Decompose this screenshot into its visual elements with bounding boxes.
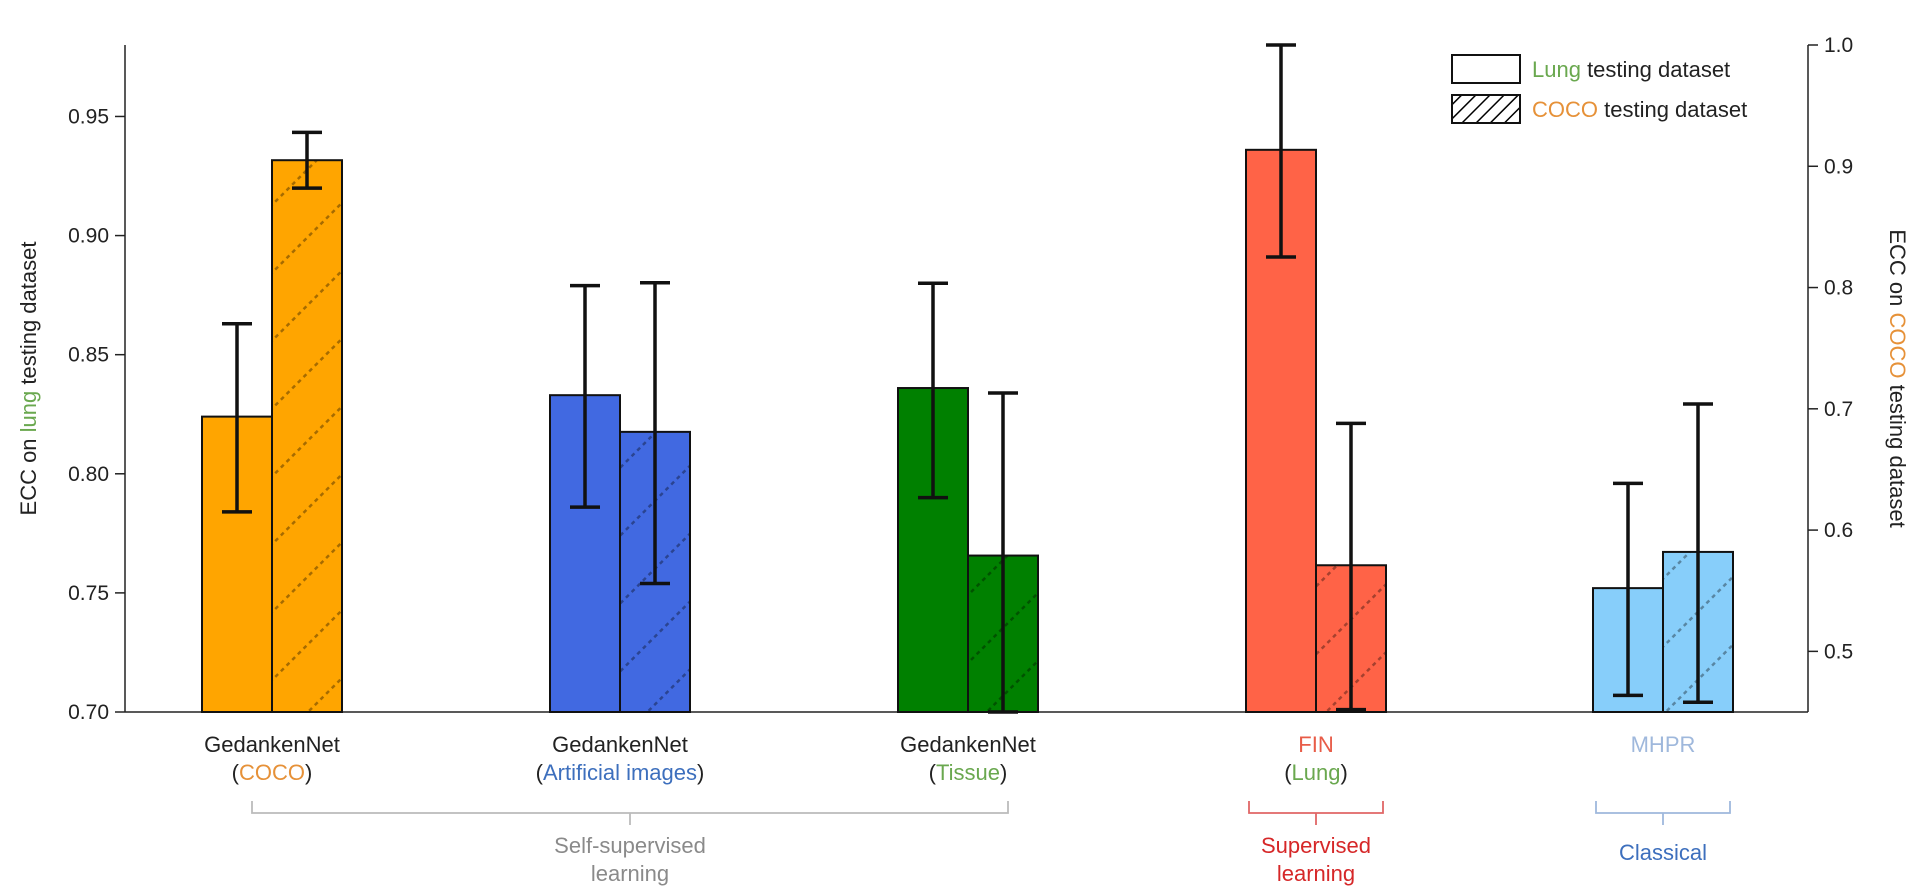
- category-label-line1: GedankenNet: [552, 732, 688, 757]
- bar-coco: [271, 159, 343, 713]
- left-tick-label: 0.75: [68, 582, 109, 605]
- category-label-line2-part: ): [305, 760, 312, 785]
- left-axis-title-part: testing dataset: [16, 242, 41, 391]
- right-axis-title: ECC on COCO testing dataset: [1885, 229, 1910, 527]
- chart-error-bars: [222, 43, 1713, 714]
- category-label-line1: MHPR: [1631, 732, 1696, 757]
- group-bracket: [1248, 801, 1384, 814]
- legend-swatch-hatched: [1451, 94, 1521, 124]
- right-tick-label: 0.9: [1824, 155, 1853, 178]
- group-bracket: [251, 801, 1009, 814]
- left-axis-title-part: ECC on: [16, 432, 41, 515]
- right-axis-title-part: ECC on: [1885, 229, 1910, 312]
- group-label: Self-supervised: [554, 833, 706, 858]
- group-label: learning: [1277, 861, 1355, 886]
- right-tick-label: 1.0: [1824, 34, 1853, 57]
- right-axis-title-part: testing dataset: [1885, 378, 1910, 527]
- group-bracket: [1595, 801, 1731, 814]
- left-tick-label: 0.90: [68, 225, 109, 248]
- left-tick-label: 0.85: [68, 344, 109, 367]
- category-label-line1-part: GedankenNet: [552, 732, 688, 757]
- left-tick-label: 0.70: [68, 701, 109, 724]
- category-label-line1-part: GedankenNet: [204, 732, 340, 757]
- legend-label-part: testing dataset: [1598, 97, 1747, 122]
- category-label-line2-part: COCO: [239, 760, 305, 785]
- group-label: Classical: [1619, 840, 1707, 865]
- right-tick-label: 0.8: [1824, 277, 1853, 300]
- category-label-line1-part: FIN: [1298, 732, 1333, 757]
- right-tick-label: 0.6: [1824, 519, 1853, 542]
- left-axis-title: ECC on lung testing dataset: [16, 242, 41, 516]
- category-label-line2-part: ): [1000, 760, 1007, 785]
- category-label-line2-part: (: [232, 760, 240, 785]
- category-label-line2-part: Tissue: [936, 760, 1000, 785]
- category-label-line2: (COCO): [232, 760, 313, 785]
- legend-label-part: Lung: [1532, 57, 1581, 82]
- category-label-line1-part: GedankenNet: [900, 732, 1036, 757]
- right-tick-label: 0.5: [1824, 640, 1853, 663]
- left-axis-title-part: lung: [16, 391, 41, 433]
- category-label-line1: GedankenNet: [900, 732, 1036, 757]
- legend-label: Lung testing dataset: [1532, 57, 1730, 82]
- category-label-line2-part: ): [697, 760, 704, 785]
- category-label-line1-part: MHPR: [1631, 732, 1696, 757]
- category-label-line2-part: (: [929, 760, 937, 785]
- group-label: learning: [591, 861, 669, 886]
- chart-bars: [201, 148, 1734, 714]
- category-label-line2-part: (: [1284, 760, 1292, 785]
- legend-swatch-plain: [1451, 54, 1521, 84]
- chart-category-labels: GedankenNet(COCO)GedankenNet(Artificial …: [204, 732, 1695, 785]
- category-label-line2-part: Lung: [1292, 760, 1341, 785]
- chart-group-brackets: Self-supervised learning Supervised learnin…: [251, 801, 1731, 886]
- right-tick-label: 0.7: [1824, 398, 1853, 421]
- legend-label-part: COCO: [1532, 97, 1598, 122]
- legend-label: COCO testing dataset: [1532, 97, 1747, 122]
- category-label-line1: GedankenNet: [204, 732, 340, 757]
- right-axis-title-part: COCO: [1885, 312, 1910, 378]
- category-label-line2: (Tissue): [929, 760, 1008, 785]
- group-label: Supervised: [1261, 833, 1371, 858]
- left-tick-label: 0.80: [68, 463, 109, 486]
- category-label-line2: (Lung): [1284, 760, 1348, 785]
- category-label-line2-part: (: [536, 760, 544, 785]
- category-label-line2-part: Artificial images: [543, 760, 697, 785]
- category-label-line2-part: ): [1340, 760, 1347, 785]
- left-tick-label: 0.95: [68, 105, 109, 128]
- category-label-line2: (Artificial images): [536, 760, 705, 785]
- chart-axes: 0.70 0.75 0.80 0.85 0.90 0.95 0.5 0.6 0.7 0.8 0.9 1…: [16, 34, 1910, 724]
- legend-label-part: testing dataset: [1581, 57, 1730, 82]
- category-label-line1: FIN: [1298, 732, 1333, 757]
